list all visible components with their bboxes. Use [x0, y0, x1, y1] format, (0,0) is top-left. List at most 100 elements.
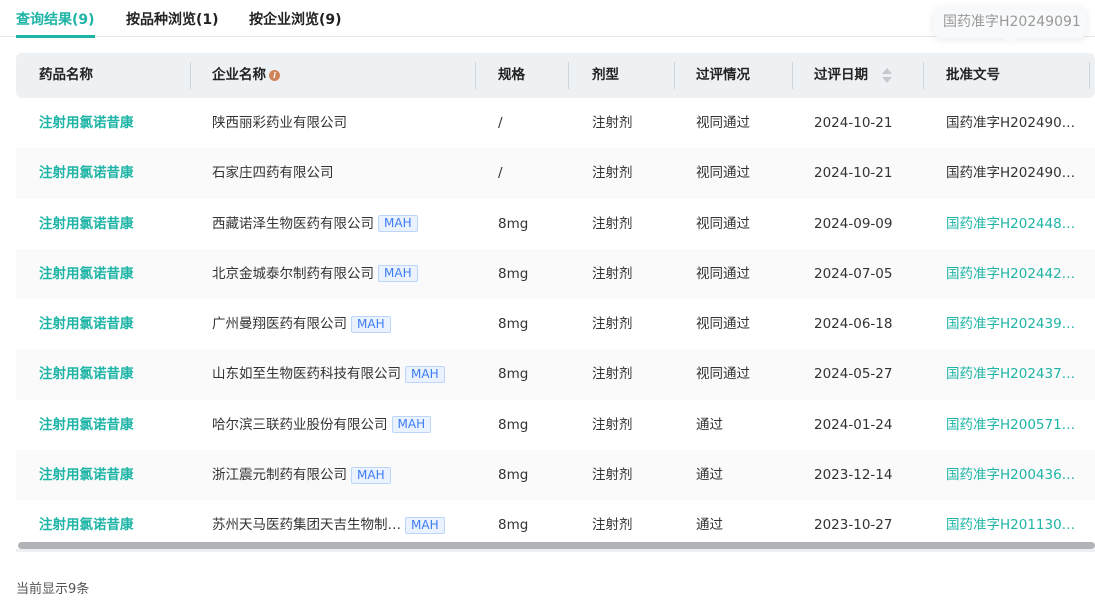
column-divider[interactable] [568, 62, 569, 89]
form-cell: 注射剂 [592, 165, 633, 182]
approval-cell: 国药准字H202490… [946, 165, 1076, 182]
spec-cell: / [498, 115, 503, 131]
scrollbar-track [16, 549, 1095, 552]
info-icon[interactable]: i [269, 69, 280, 81]
table-row: 注射用氯诺昔康 山东如至生物医药科技有限公司 MAH 8mg 注射剂 视同通过 2… [16, 349, 1095, 400]
approval-link[interactable]: 国药准字H202439… [946, 316, 1076, 333]
tab-browse-by-company[interactable]: 按企业浏览(9) [249, 12, 342, 28]
company-cell: 西藏诺泽生物医药有限公司 MAH [212, 199, 418, 249]
company-name: 山东如至生物医药科技有限公司 [212, 366, 401, 383]
drug-name-link[interactable]: 注射用氯诺昔康 [39, 115, 134, 131]
date-cell: 2024-06-18 [814, 316, 893, 333]
column-divider[interactable] [923, 62, 924, 89]
drug-name-link[interactable]: 注射用氯诺昔康 [39, 165, 134, 182]
company-name: 哈尔滨三联药业股份有限公司 [212, 416, 388, 433]
spec-cell: 8mg [498, 265, 529, 282]
company-cell: 北京金城泰尔制药有限公司 MAH [212, 249, 418, 299]
form-cell: 注射剂 [592, 416, 633, 433]
table-header: 药品名称 企业名称 i 规格 剂型 过评情况 过评日期 批准文号 [16, 53, 1095, 98]
table-row: 注射用氯诺昔康 北京金城泰尔制药有限公司 MAH 8mg 注射剂 视同通过 202… [16, 248, 1095, 300]
status-cell: 通过 [696, 416, 723, 433]
company-name: 广州曼翔医药有限公司 [212, 316, 347, 333]
status-cell: 视同通过 [696, 366, 750, 383]
column-divider[interactable] [1089, 62, 1090, 89]
spec-cell: 8mg [498, 215, 529, 232]
date-cell: 2024-10-21 [814, 115, 893, 131]
spec-cell: 8mg [498, 416, 529, 433]
mah-badge: MAH [405, 516, 445, 534]
date-cell: 2024-07-05 [814, 265, 893, 282]
company-name: 石家庄四药有限公司 [212, 165, 334, 182]
result-tabs: 查询结果(9) 按品种浏览(1) 按企业浏览(9) [0, 0, 1095, 38]
drug-name-link[interactable]: 注射用氯诺昔康 [39, 316, 134, 333]
company-cell: 苏州天马医药集团天吉生物制… MAH [212, 500, 445, 550]
tab-browse-by-variety[interactable]: 按品种浏览(1) [126, 12, 219, 28]
drug-name-link[interactable]: 注射用氯诺昔康 [39, 215, 134, 232]
company-name: 浙江震元制药有限公司 [212, 467, 347, 484]
status-cell: 视同通过 [696, 165, 750, 182]
company-name: 苏州天马医药集团天吉生物制… [212, 517, 401, 534]
column-divider[interactable] [792, 62, 793, 89]
drug-name-link[interactable]: 注射用氯诺昔康 [39, 366, 134, 383]
status-cell: 视同通过 [696, 316, 750, 333]
mah-badge: MAH [391, 416, 432, 434]
company-cell: 石家庄四药有限公司 [212, 148, 334, 198]
form-cell: 注射剂 [592, 467, 633, 484]
form-cell: 注射剂 [592, 366, 633, 383]
date-cell: 2023-10-27 [814, 517, 893, 534]
drug-name-link[interactable]: 注射用氯诺昔康 [39, 416, 134, 433]
status-cell: 视同通过 [696, 265, 750, 282]
approval-link[interactable]: 国药准字H200571… [946, 416, 1076, 433]
approval-link[interactable]: 国药准字H202442… [946, 265, 1076, 282]
column-divider[interactable] [190, 62, 191, 89]
table-body: 注射用氯诺昔康 陕西丽彩药业有限公司 / 注射剂 视同通过 2024-10-21… [16, 98, 1095, 551]
col-form: 剂型 [592, 67, 619, 83]
form-cell: 注射剂 [592, 316, 633, 333]
drug-name-link[interactable]: 注射用氯诺昔康 [39, 265, 134, 282]
date-cell: 2024-01-24 [814, 416, 893, 433]
mah-badge: MAH [351, 315, 391, 333]
status-cell: 视同通过 [696, 115, 750, 131]
approval-link[interactable]: 国药准字H202437… [946, 366, 1076, 383]
mah-badge: MAH [378, 265, 418, 283]
sort-icon[interactable] [882, 68, 892, 86]
company-name: 陕西丽彩药业有限公司 [212, 115, 347, 131]
spec-cell: 8mg [498, 517, 529, 534]
table-row: 注射用氯诺昔康 石家庄四药有限公司 / 注射剂 视同通过 2024-10-21 … [16, 148, 1095, 199]
company-cell: 哈尔滨三联药业股份有限公司 MAH [212, 400, 432, 450]
approval-link[interactable]: 国药准字H200436… [946, 467, 1076, 484]
company-cell: 山东如至生物医药科技有限公司 MAH [212, 349, 445, 399]
mah-badge: MAH [378, 215, 418, 233]
table-row: 注射用氯诺昔康 浙江震元制药有限公司 MAH 8mg 注射剂 通过 2023-12… [16, 450, 1095, 501]
table-row: 注射用氯诺昔康 西藏诺泽生物医药有限公司 MAH 8mg 注射剂 视同通过 202… [16, 199, 1095, 249]
date-cell: 2024-09-09 [814, 215, 893, 232]
tab-query-results[interactable]: 查询结果(9) [16, 9, 95, 38]
result-count: 当前显示9条 [16, 582, 90, 597]
date-cell: 2023-12-14 [814, 467, 893, 484]
column-divider[interactable] [674, 62, 675, 89]
date-cell: 2024-05-27 [814, 366, 893, 383]
approval-link[interactable]: 国药准字H201130… [946, 517, 1076, 534]
horizontal-scrollbar[interactable] [18, 542, 1095, 549]
company-name: 北京金城泰尔制药有限公司 [212, 265, 374, 282]
drug-name-link[interactable]: 注射用氯诺昔康 [39, 467, 134, 484]
form-cell: 注射剂 [592, 517, 633, 534]
col-drug-name: 药品名称 [39, 67, 93, 83]
approval-link[interactable]: 国药准字H202448… [946, 215, 1076, 232]
status-cell: 通过 [696, 517, 723, 534]
company-cell: 广州曼翔医药有限公司 MAH [212, 299, 391, 349]
form-cell: 注射剂 [592, 215, 633, 232]
approval-cell: 国药准字H202490… [946, 115, 1076, 131]
drug-name-link[interactable]: 注射用氯诺昔康 [39, 517, 134, 534]
spec-cell: 8mg [498, 316, 529, 333]
approval-tooltip: 国药准字H20249091 [933, 6, 1087, 45]
col-date[interactable]: 过评日期 [814, 67, 868, 83]
col-approval: 批准文号 [946, 67, 1000, 83]
spec-cell: 8mg [498, 366, 529, 383]
mah-badge: MAH [405, 365, 445, 383]
results-table: 药品名称 企业名称 i 规格 剂型 过评情况 过评日期 批准文号 注射用氯诺昔康 … [16, 53, 1095, 551]
company-cell: 浙江震元制药有限公司 MAH [212, 450, 391, 500]
col-spec: 规格 [498, 67, 525, 83]
status-cell: 通过 [696, 467, 723, 484]
column-divider[interactable] [475, 62, 476, 89]
